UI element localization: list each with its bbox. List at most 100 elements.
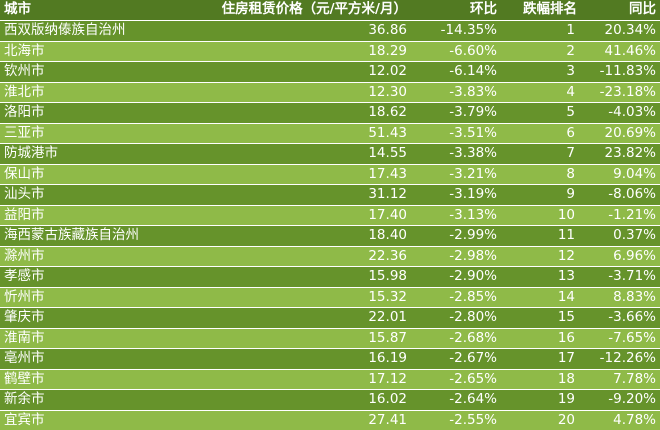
price-cell: 16.19 [368, 350, 407, 366]
rank-cell: 4 [566, 83, 575, 100]
rank-cell: 13 [557, 268, 575, 284]
table-row: 西双版纳傣族自治州 36.86 -14.35% 1 20.34% [0, 21, 660, 41]
table-row: 新余市 16.02 -2.64% 19 -9.20% [0, 390, 660, 410]
rank-cell: 17 [557, 350, 575, 366]
yoy-cell: -7.65% [608, 329, 656, 346]
table-row: 保山市 17.43 -3.21% 8 9.04% [0, 164, 660, 184]
mom-cell: -2.90% [449, 268, 497, 284]
rank-cell: 20 [557, 411, 575, 428]
price-cell: 16.02 [368, 391, 407, 407]
header-yoy[interactable]: 同比 [629, 1, 656, 18]
header-mom[interactable]: 环比 [470, 1, 497, 18]
rank-cell: 16 [557, 329, 575, 346]
price-cell: 17.43 [368, 165, 407, 182]
rank-cell: 9 [566, 186, 575, 202]
table-row: 孝感市 15.98 -2.90% 13 -3.71% [0, 267, 660, 287]
price-cell: 14.55 [368, 145, 407, 161]
price-cell: 31.12 [368, 186, 407, 202]
city-cell: 保山市 [4, 165, 45, 182]
city-cell: 肇庆市 [4, 309, 45, 325]
table-row: 钦州市 12.02 -6.14% 3 -11.83% [0, 62, 660, 82]
rank-cell: 18 [557, 370, 575, 387]
yoy-cell: -8.06% [608, 186, 656, 202]
city-cell: 三亚市 [4, 124, 45, 141]
yoy-cell: 9.04% [613, 165, 656, 182]
yoy-cell: 41.46% [604, 42, 656, 59]
city-cell: 孝感市 [4, 268, 45, 284]
price-cell: 18.62 [368, 104, 407, 120]
mom-cell: -3.83% [449, 83, 497, 100]
price-cell: 17.40 [368, 206, 407, 223]
yoy-cell: -3.71% [608, 268, 656, 284]
yoy-cell: 0.37% [613, 227, 656, 243]
table-row: 三亚市 51.43 -3.51% 6 20.69% [0, 123, 660, 143]
mom-cell: -2.68% [449, 329, 497, 346]
price-cell: 27.41 [368, 411, 407, 428]
header-price[interactable]: 住房租赁价格（元/平方米/月） [221, 1, 407, 18]
price-cell: 18.40 [368, 227, 407, 243]
city-cell: 北海市 [4, 42, 45, 59]
city-cell: 海西蒙古族藏族自治州 [4, 227, 139, 243]
yoy-cell: -1.21% [608, 206, 656, 223]
rank-cell: 3 [566, 63, 575, 79]
header-city[interactable]: 城市 [4, 1, 31, 18]
city-cell: 汕头市 [4, 186, 45, 202]
rank-cell: 8 [566, 165, 575, 182]
mom-cell: -14.35% [440, 22, 497, 38]
rank-cell: 6 [566, 124, 575, 141]
price-cell: 51.43 [368, 124, 407, 141]
table-row: 益阳市 17.40 -3.13% 10 -1.21% [0, 205, 660, 225]
price-cell: 12.30 [368, 83, 407, 100]
city-cell: 钦州市 [4, 63, 45, 79]
rank-cell: 2 [566, 42, 575, 59]
yoy-cell: -23.18% [599, 83, 656, 100]
rank-cell: 11 [557, 227, 575, 243]
city-cell: 洛阳市 [4, 104, 45, 120]
table-row: 防城港市 14.55 -3.38% 7 23.82% [0, 144, 660, 164]
mom-cell: -2.85% [449, 288, 497, 305]
yoy-cell: 23.82% [604, 145, 656, 161]
mom-cell: -2.67% [449, 350, 497, 366]
table-row: 宜宾市 27.41 -2.55% 20 4.78% [0, 410, 660, 430]
mom-cell: -3.79% [449, 104, 497, 120]
city-cell: 淮北市 [4, 83, 45, 100]
yoy-cell: 4.78% [613, 411, 656, 428]
table-row: 忻州市 15.32 -2.85% 14 8.83% [0, 287, 660, 307]
header-rank[interactable]: 跌幅排名 [523, 1, 577, 18]
price-cell: 15.98 [368, 268, 407, 284]
city-cell: 鹤壁市 [4, 370, 45, 387]
city-cell: 忻州市 [4, 288, 45, 305]
city-cell: 宜宾市 [4, 411, 45, 428]
city-cell: 亳州市 [4, 350, 45, 366]
city-cell: 西双版纳傣族自治州 [4, 22, 126, 38]
mom-cell: -2.65% [449, 370, 497, 387]
table-row: 淮南市 15.87 -2.68% 16 -7.65% [0, 328, 660, 348]
yoy-cell: 8.83% [613, 288, 656, 305]
yoy-cell: 6.96% [613, 247, 656, 264]
table-header: 城市 住房租赁价格（元/平方米/月） 环比 跌幅排名 同比 [0, 0, 660, 20]
yoy-cell: -4.03% [608, 104, 656, 120]
yoy-cell: -12.26% [599, 350, 656, 366]
city-cell: 新余市 [4, 391, 45, 407]
mom-cell: -2.99% [449, 227, 497, 243]
rank-cell: 19 [557, 391, 575, 407]
city-cell: 滁州市 [4, 247, 45, 264]
city-cell: 淮南市 [4, 329, 45, 346]
yoy-cell: -11.83% [599, 63, 656, 79]
price-cell: 36.86 [368, 22, 407, 38]
price-cell: 22.01 [368, 309, 407, 325]
price-cell: 17.12 [368, 370, 407, 387]
table-row: 滁州市 22.36 -2.98% 12 6.96% [0, 246, 660, 266]
price-cell: 12.02 [368, 63, 407, 79]
table-row: 海西蒙古族藏族自治州 18.40 -2.99% 11 0.37% [0, 226, 660, 246]
yoy-cell: 20.69% [604, 124, 656, 141]
rank-cell: 10 [557, 206, 575, 223]
table-row: 汕头市 31.12 -3.19% 9 -8.06% [0, 185, 660, 205]
rank-cell: 1 [566, 22, 575, 38]
price-cell: 15.32 [368, 288, 407, 305]
table-row: 北海市 18.29 -6.60% 2 41.46% [0, 41, 660, 61]
rank-cell: 7 [566, 145, 575, 161]
price-cell: 15.87 [368, 329, 407, 346]
mom-cell: -2.55% [449, 411, 497, 428]
